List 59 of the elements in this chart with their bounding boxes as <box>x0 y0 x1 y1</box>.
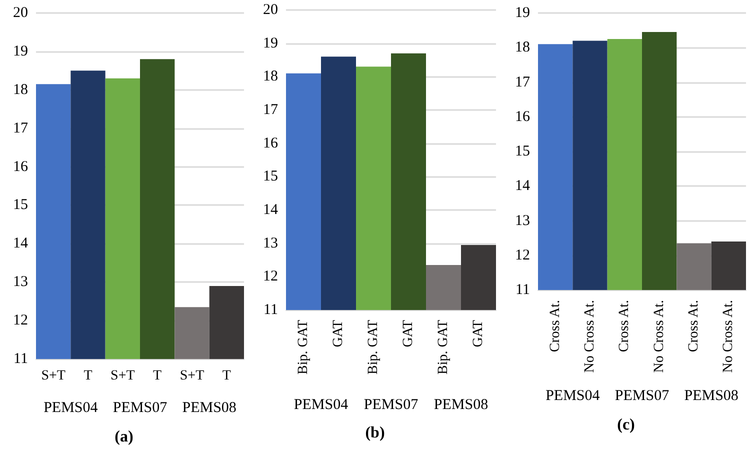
text: PEMS04 <box>44 400 98 416</box>
x-tick-label: S+T <box>110 368 136 384</box>
y-tick-label: 20 <box>263 2 278 18</box>
y-tick-label: 14 <box>13 236 28 252</box>
y-tick-label: 13 <box>263 235 278 252</box>
x-tick-label: Bip. GAT <box>436 320 451 374</box>
y-tick-label: 13 <box>13 274 28 290</box>
x-tick-label: GAT <box>331 320 346 348</box>
y-tick-label: 19 <box>13 43 28 60</box>
x-tick-label: Cross At. <box>686 300 702 352</box>
y-tick-label: 16 <box>13 158 28 175</box>
text: PEMS04 <box>546 388 600 404</box>
x-tick-label: S+T <box>180 368 205 384</box>
y-tick-label: 13 <box>515 212 530 229</box>
x-tick-label: GAT <box>471 320 486 348</box>
y-tick-label: 16 <box>515 108 530 125</box>
text: PEMS08 <box>182 400 236 416</box>
x-tick-label: No Cross At. <box>582 300 598 373</box>
y-tick-label: 12 <box>13 312 28 329</box>
y-tick-label: 14 <box>515 178 530 194</box>
x-tick-label: Bip. GAT <box>296 320 311 374</box>
x-tick-label: T <box>84 368 93 384</box>
text: PEMS08 <box>434 397 488 413</box>
y-tick-label: 18 <box>263 68 278 85</box>
y-tick-label: 15 <box>13 197 28 214</box>
y-tick-label: 12 <box>263 268 278 285</box>
y-tick-label: 11 <box>264 302 278 318</box>
y-tick-label: 11 <box>14 351 28 367</box>
x-tick-label: GAT <box>401 320 416 348</box>
x-tick-label: T <box>153 368 162 384</box>
y-tick-label: 18 <box>13 82 28 98</box>
x-tick-label: No Cross At. <box>721 300 736 373</box>
text: PEMS07 <box>614 388 670 404</box>
x-tick-label: Cross At. <box>617 300 632 352</box>
y-tick-label: 15 <box>515 144 530 160</box>
text: (c) <box>617 416 635 434</box>
y-tick-label: 19 <box>515 5 530 21</box>
y-tick-label: 11 <box>516 282 530 298</box>
y-tick-label: 18 <box>515 40 530 56</box>
text: PEMS07 <box>364 397 419 413</box>
y-tick-label: 17 <box>515 74 530 90</box>
text: PEMS07 <box>112 400 168 416</box>
y-tick-label: 16 <box>263 135 278 152</box>
text: (b) <box>365 424 385 442</box>
text: PEMS04 <box>294 397 349 413</box>
text: PEMS08 <box>684 388 738 404</box>
y-tick-label: 12 <box>515 247 530 264</box>
x-tick-label: Cross At. <box>548 300 563 352</box>
y-tick-label: 19 <box>263 35 278 52</box>
x-tick-label: No Cross At. <box>652 300 667 373</box>
x-tick-label: Bip. GAT <box>366 320 381 374</box>
y-tick-label: 17 <box>263 102 278 118</box>
y-tick-label: 14 <box>263 202 278 218</box>
text: (a) <box>114 428 134 446</box>
x-tick-label: S+T <box>41 368 66 384</box>
x-tick-label: T <box>222 368 232 384</box>
y-tick-label: 17 <box>13 120 28 136</box>
y-tick-label: 20 <box>13 5 28 21</box>
y-tick-label: 15 <box>263 168 278 185</box>
